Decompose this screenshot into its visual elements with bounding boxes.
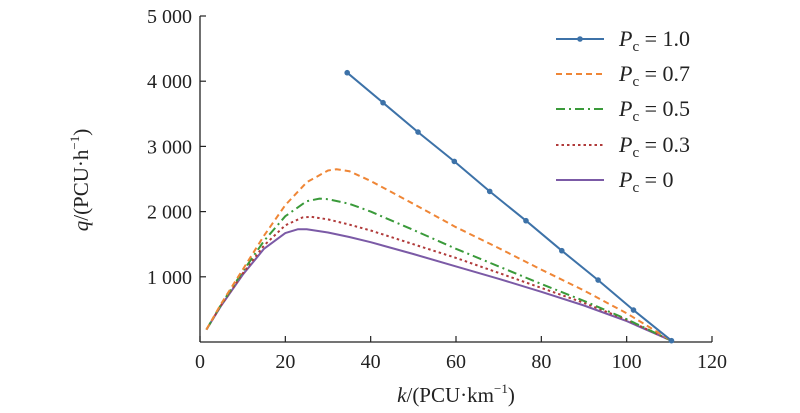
legend-label: Pc = 0.7 [618,61,690,90]
series-point [380,99,386,106]
series-point [415,129,421,135]
legend-label: Pc = 0.5 [618,96,690,125]
y-tick-label: 5 000 [147,6,192,28]
y-tick-label: 4 000 [147,71,192,93]
legend: Pc = 1.0 Pc = 0.7 Pc = 0.5 Pc = 0.3 Pc = 0 [556,26,690,196]
y-tick-label: 2 000 [147,202,192,224]
series-point [523,217,529,224]
x-tick-label: 120 [697,351,727,373]
x-tick-label: 80 [531,351,551,373]
series-line [205,197,672,342]
x-tick-label: 20 [275,351,295,373]
x-tick-label: 0 [195,351,205,373]
series-point [668,337,675,344]
x-tick-label: 40 [361,351,381,373]
y-tick-label: 1 000 [147,267,192,289]
y-tick-label: 3 000 [147,136,192,158]
legend-label: Pc = 1.0 [618,26,690,55]
series-point [559,247,565,254]
series-group [205,69,675,344]
legend-label: Pc = 0 [618,167,674,196]
series-line [205,215,672,342]
x-tick-label: 60 [446,351,466,373]
series-point [630,307,637,313]
series-line [205,228,672,342]
legend-marker [577,36,583,42]
series-point [451,158,458,165]
y-axis-label: q/(PCU·h−1) [67,129,93,232]
x-axis-label: k/(PCU·km−1) [397,381,515,407]
series-point [344,69,351,76]
series-point [486,188,493,195]
series-line [205,168,673,342]
x-ticks: 0 20 40 60 80 100 120 [195,336,727,373]
series-point [595,277,601,283]
legend-label: Pc = 0.3 [618,132,690,161]
plot-area: 0 20 40 60 80 100 120 1 000 2 000 3 000 4 000 5 00… [147,6,727,373]
y-ticks: 1 000 2 000 3 000 4 000 5 000 [147,6,206,289]
series-line [346,71,673,342]
x-tick-label: 100 [612,351,642,373]
